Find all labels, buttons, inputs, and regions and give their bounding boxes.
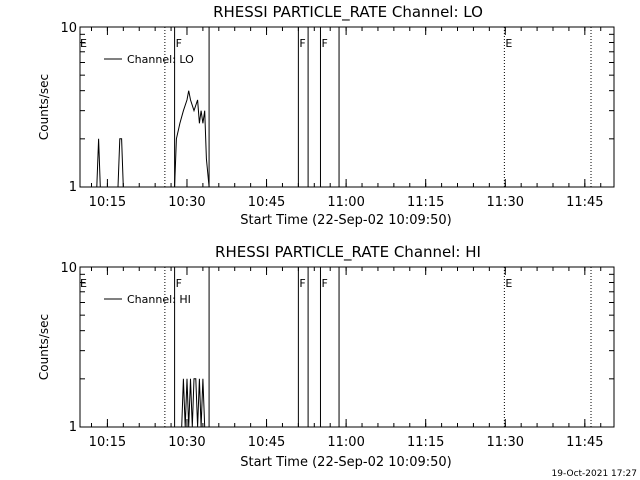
x-tick-label: 11:30 — [487, 195, 524, 210]
x-tick-label: 11:45 — [566, 195, 603, 210]
x-axis-label: Start Time (22-Sep-02 10:09:50) — [240, 455, 451, 470]
x-tick-label: 10:30 — [168, 195, 205, 210]
panel-hi: RHESSI PARTICLE_RATE Channel: HI Start T… — [37, 243, 615, 470]
flag-label: F — [176, 277, 182, 290]
flag-label: F — [299, 277, 305, 290]
x-tick-label: 11:45 — [566, 435, 603, 450]
flag-label: E — [505, 37, 512, 50]
y-tick-label-10: 10 — [60, 21, 77, 36]
x-tick-label: 11:30 — [487, 435, 524, 450]
panel-lo: RHESSI PARTICLE_RATE Channel: LO Start T… — [37, 3, 615, 228]
flag-label: E — [505, 277, 512, 290]
x-tick-label: 11:00 — [327, 195, 364, 210]
chart-title: RHESSI PARTICLE_RATE Channel: HI — [215, 243, 481, 262]
series-line — [181, 378, 206, 428]
chart-title: RHESSI PARTICLE_RATE Channel: LO — [213, 3, 483, 22]
x-axis-label: Start Time (22-Sep-02 10:09:50) — [240, 213, 451, 228]
x-tick-label: 11:00 — [327, 435, 364, 450]
x-tick-label: 11:15 — [407, 195, 444, 210]
flag-label: F — [176, 37, 182, 50]
y-tick-label-1: 1 — [69, 180, 77, 195]
y-tick-label-1: 1 — [69, 420, 77, 435]
x-tick-label: 11:15 — [407, 435, 444, 450]
y-tick-label-10: 10 — [60, 261, 77, 276]
legend-label: Channel: LO — [127, 53, 194, 66]
flag-label: F — [299, 37, 305, 50]
timestamp: 19-Oct-2021 17:27 — [552, 469, 637, 479]
x-tick-label: 10:45 — [248, 435, 285, 450]
x-tick-label: 10:15 — [89, 195, 126, 210]
flag-label: F — [321, 277, 327, 290]
flag-label-start: E — [80, 37, 87, 50]
y-axis-label: Counts/sec — [37, 314, 51, 380]
flag-label: F — [321, 37, 327, 50]
x-tick-label: 10:15 — [89, 435, 126, 450]
x-tick-label: 10:30 — [168, 435, 205, 450]
x-tick-label: 10:45 — [248, 195, 285, 210]
flag-label-start: E — [80, 277, 87, 290]
plot-frame — [79, 266, 615, 428]
legend-label: Channel: HI — [127, 293, 191, 306]
y-axis-label: Counts/sec — [37, 74, 51, 140]
plot-frame — [79, 26, 615, 188]
series-line — [96, 90, 210, 188]
